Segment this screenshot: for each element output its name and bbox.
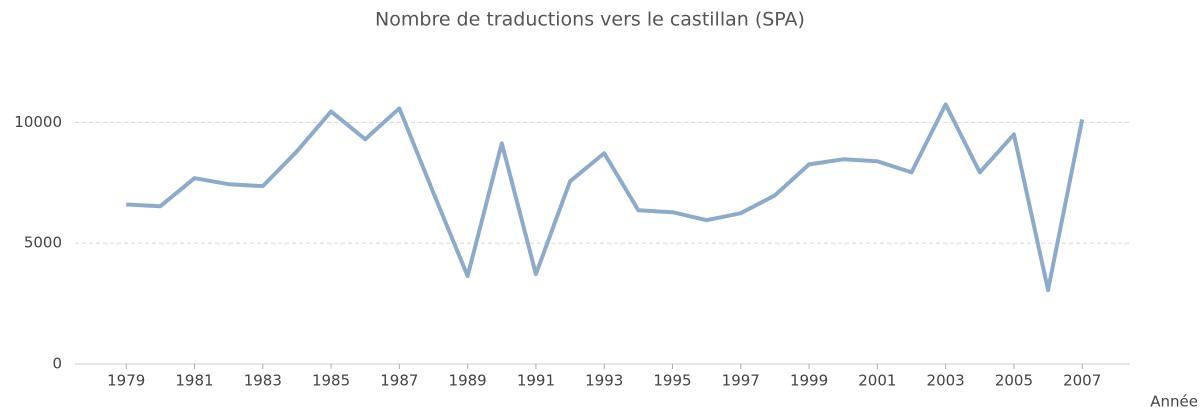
x-tick-label: 2003 (927, 372, 965, 390)
x-tick-label: 1987 (380, 372, 418, 390)
x-tick-label: 1979 (107, 372, 145, 390)
x-tick-label: 2005 (995, 372, 1033, 390)
x-axis-label: Année (1150, 393, 1198, 411)
x-tick-label: 1985 (312, 372, 350, 390)
x-tick-label: 1981 (175, 372, 213, 390)
x-tick-label: 2007 (1063, 372, 1101, 390)
x-tick-label: 1995 (653, 372, 691, 390)
y-tick-label: 10000 (14, 113, 62, 131)
x-tick-label: 1993 (585, 372, 623, 390)
x-tick-label: 1991 (517, 372, 555, 390)
x-tick-label: 2001 (858, 372, 896, 390)
x-tick-label: 1999 (790, 372, 828, 390)
x-tick-label: 1989 (449, 372, 487, 390)
x-tick-label: 1997 (722, 372, 760, 390)
chart-title: Nombre de traductions vers le castillan … (375, 9, 805, 31)
y-tick-label: 5000 (24, 234, 62, 252)
line-series (126, 102, 1085, 293)
x-tick-label: 1983 (244, 372, 282, 390)
y-tick-label: 0 (52, 355, 62, 373)
